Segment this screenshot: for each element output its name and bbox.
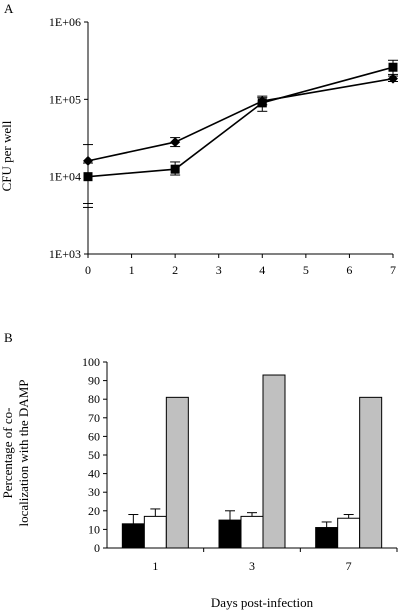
panel-a-diamond-point — [170, 137, 181, 148]
panel-b-y-tick-label: 0 — [94, 541, 100, 555]
panel-b-bar — [143, 515, 167, 549]
panel-a-series-line — [87, 77, 394, 162]
panel-a-y-tick-label: 1E+06 — [49, 15, 81, 29]
panel-b-y-tick-label: 10 — [88, 522, 100, 536]
panel-b-y-tick-label: 30 — [88, 485, 100, 499]
panel-b-xlabel: Days post-infection — [211, 595, 314, 610]
panel-a-ylabel: CFU per well — [0, 120, 14, 191]
panel-b-ylabel-line1: Percentage of co- — [0, 408, 15, 499]
panel-b-bar — [121, 523, 145, 549]
panel-a-x-tick-label: 2 — [172, 263, 178, 277]
panel-a-plot: 1E+03 1E+04 1E+05 1E+06 0 1 2 3 4 5 6 7 — [49, 15, 398, 277]
panel-b-y-tick-label: 70 — [88, 411, 100, 425]
panel-a-y-tick-label: 1E+04 — [49, 170, 81, 184]
panel-a-square-point — [388, 62, 398, 72]
panel-a-label: A — [4, 1, 14, 16]
panel-a-square-point — [170, 164, 180, 174]
panel-b-bar — [337, 517, 361, 549]
panel-a-diamond-point — [388, 73, 398, 84]
panel-a-y-tick-label: 1E+03 — [49, 247, 81, 261]
panel-a-x-tick-label: 1 — [129, 263, 135, 277]
panel-a-y-tick-label: 1E+05 — [49, 92, 81, 106]
panel-b-y-tick-label: 80 — [88, 392, 100, 406]
panel-b-y-tick-label: 60 — [88, 429, 100, 443]
panel-a-square-point — [257, 98, 267, 108]
panel-b-bar — [262, 374, 286, 549]
panel-a-x-tick-label: 4 — [259, 263, 265, 277]
panel-a-x-tick-label: 7 — [390, 263, 396, 277]
panel-b-category-label: 3 — [249, 559, 255, 573]
panel-b-y-tick-label: 40 — [88, 467, 100, 481]
panel-b-y-tick-label: 50 — [88, 448, 100, 462]
panel-b-bar — [315, 527, 339, 549]
panel-a-x-tick-label: 0 — [85, 263, 91, 277]
panel-b-category-label: 1 — [152, 559, 158, 573]
panel-b-bar — [218, 519, 242, 549]
panel-b-category-label: 7 — [346, 559, 352, 573]
panel-a-x-tick-label: 5 — [303, 263, 309, 277]
panel-b-y-tick-label: 20 — [88, 504, 100, 518]
panel-b-y-tick-label: 100 — [82, 355, 100, 369]
panel-b-label: B — [4, 330, 13, 345]
panel-a-x-tick-label: 3 — [216, 263, 222, 277]
panel-b-ylabel-line2: localization with the DAMP — [16, 380, 31, 527]
panel-a-x-tick-label: 6 — [346, 263, 352, 277]
panel-b-bar — [359, 396, 383, 549]
panel-b-bar — [240, 515, 264, 549]
panel-b-bar — [165, 396, 189, 549]
panel-b-plot: 0 10 20 30 40 50 60 70 80 90 100 1 3 7 — [82, 355, 398, 573]
panel-a-series-line — [87, 66, 394, 178]
panel-b-y-tick-label: 90 — [88, 374, 100, 388]
panel-a-square-point — [83, 172, 93, 182]
